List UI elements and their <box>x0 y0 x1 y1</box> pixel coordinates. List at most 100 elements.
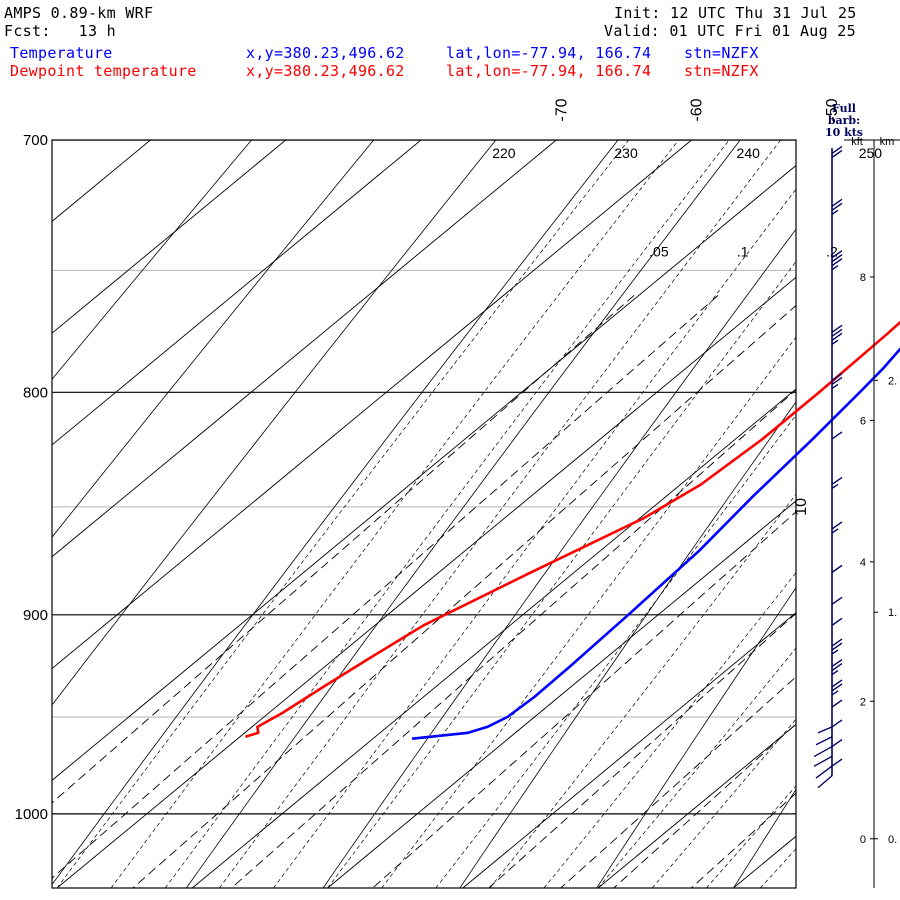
wind-barb-flag <box>831 324 843 333</box>
mixing-ratio-line <box>372 511 796 888</box>
mixing-ratio-line <box>488 612 796 888</box>
mixing-ratio-label: .1 <box>737 243 749 259</box>
isotherm-label-10: 10 <box>793 498 810 516</box>
mixing-ratio-label: .05 <box>649 243 669 259</box>
temperature-profile <box>411 347 900 740</box>
isotherm-label: -60 <box>689 98 706 121</box>
wind-barb-flag <box>831 758 843 767</box>
wind-barb-half <box>831 209 839 215</box>
legend-dewpoint-coords: x,y=380.23,496.62 <box>246 62 405 80</box>
wind-barb-flag <box>831 521 843 530</box>
wind-barb-flag <box>831 145 843 155</box>
isotherm-label: -50 <box>824 98 841 121</box>
wind-barb-flag <box>831 638 843 647</box>
wind-barb-flag <box>831 663 843 672</box>
wind-barb-half <box>831 383 839 390</box>
moist-adiabat <box>651 718 796 888</box>
moist-adiabat <box>760 848 796 888</box>
isotherm-label: -70 <box>553 98 570 121</box>
height-axis-kft-label: kft <box>851 136 863 148</box>
dry-adiabat <box>459 401 796 888</box>
mixing-ratio-line <box>52 295 719 879</box>
wind-barb-lowlevel <box>817 775 833 789</box>
dry-adiabat <box>52 140 497 706</box>
dry-adiabat <box>596 587 796 888</box>
wind-barb-flag <box>831 431 843 440</box>
kft-tick-label: 2 <box>860 696 866 708</box>
wind-barb-flag <box>831 617 843 626</box>
moist-adiabat <box>543 572 796 888</box>
dry-adiabat <box>52 140 375 538</box>
moist-adiabat <box>110 140 680 888</box>
isotherm-line <box>52 140 422 446</box>
pressure-label: 700 <box>23 132 48 149</box>
legend-temperature-label: Temperature <box>10 44 113 62</box>
legend-temperature-latlon: lat,lon=-77.94, 166.74 <box>446 44 652 62</box>
isotherm-line <box>52 140 152 222</box>
dry-adiabat <box>322 228 796 888</box>
wind-barb-half <box>831 339 839 345</box>
mixing-ratio-line <box>560 676 796 888</box>
wind-barb-flag <box>831 699 843 708</box>
dewpoint-profile <box>245 320 900 739</box>
wind-barb-flag <box>831 659 843 668</box>
wind-barb-half <box>831 528 839 534</box>
wind-barb-flag <box>831 739 843 748</box>
moist-adiabat <box>597 647 796 888</box>
moist-adiabat <box>56 140 630 888</box>
dry-adiabat <box>52 140 619 886</box>
legend-dewpoint-latlon: lat,lon=-77.94, 166.74 <box>446 62 652 80</box>
full-barb-speed: 10 kts <box>824 126 864 139</box>
wind-barb-flag <box>831 258 843 267</box>
pressure-label: 900 <box>23 607 48 624</box>
wind-barb-flag <box>831 642 843 651</box>
theta-label: 250 <box>859 145 883 161</box>
moist-adiabat <box>706 785 796 888</box>
mixing-ratio-line <box>613 723 796 888</box>
wind-barb-lowlevel <box>817 726 833 734</box>
moist-adiabat <box>381 336 796 888</box>
kft-tick-label: 6 <box>860 415 866 427</box>
pressure-label: 1000 <box>15 806 48 823</box>
wind-barb-flag <box>831 328 843 337</box>
isotherm-line <box>869 0 900 888</box>
legend-dewpoint-station: stn=NZFX <box>684 62 759 80</box>
wind-barb-flag <box>831 476 843 486</box>
wind-barb-flag <box>831 202 843 211</box>
wind-barb-flag <box>831 719 843 728</box>
wind-barb-half <box>831 649 839 655</box>
wind-barb-half <box>831 483 839 490</box>
plot-frame <box>51 139 797 889</box>
pressure-label: 800 <box>23 384 48 401</box>
km-tick-label: 2. <box>888 375 897 387</box>
isotherm-line <box>52 140 557 558</box>
wind-barb-lowlevel <box>813 755 833 767</box>
wind-barb-lowlevel <box>815 736 833 746</box>
kft-tick-label: 8 <box>860 272 866 284</box>
wind-barb-half <box>831 690 839 696</box>
wind-barb-flag <box>831 149 843 159</box>
wind-barb-flag <box>831 564 843 573</box>
wind-barb-flag <box>831 254 843 263</box>
init-time: Init: 12 UTC Thu 31 Jul 25 <box>614 4 857 22</box>
valid-time: Valid: 01 UTC Fri 01 Aug 25 <box>604 22 856 40</box>
moist-adiabat <box>869 0 900 888</box>
wind-barb-flag <box>831 376 843 386</box>
isotherm-line <box>56 276 796 888</box>
isotherm-line <box>327 500 796 888</box>
forecast-hour: Fcst: 13 h <box>4 22 116 40</box>
isotherm-line <box>52 140 287 334</box>
wind-barb-flag <box>831 250 843 259</box>
moist-adiabat <box>815 0 900 888</box>
mixing-ratio-line <box>52 295 635 804</box>
dry-adiabat <box>870 0 900 888</box>
wind-barb-lowlevel <box>815 765 833 779</box>
dry-adiabat <box>185 140 741 888</box>
isotherm-line <box>52 140 693 670</box>
moist-adiabat <box>327 260 796 888</box>
full-barb-note: Full barb: 10 kts <box>814 103 874 139</box>
wind-barb-flag <box>831 372 843 382</box>
isotherm-line <box>597 723 796 888</box>
wind-barb-flag <box>831 596 843 605</box>
